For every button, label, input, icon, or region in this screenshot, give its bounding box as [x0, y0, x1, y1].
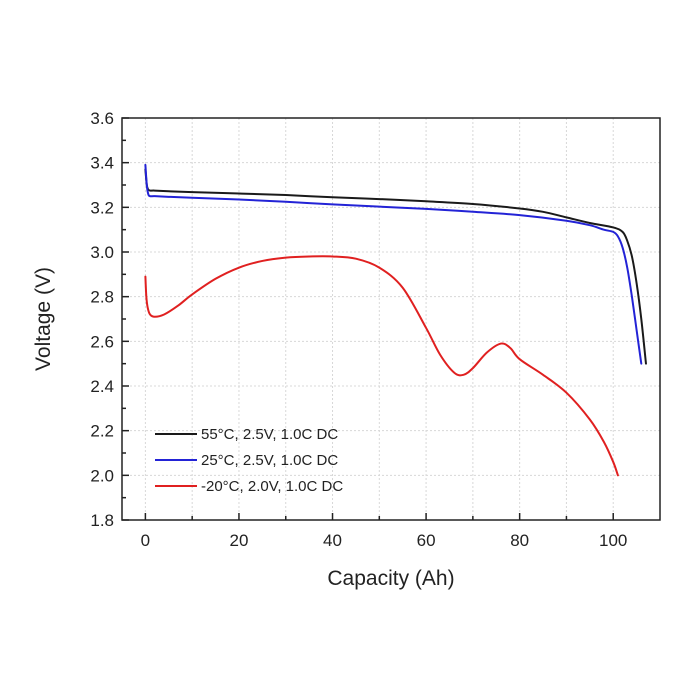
y-tick-label: 1.8 — [90, 511, 114, 530]
x-tick-label: 100 — [599, 531, 627, 550]
series-line-2 — [144, 163, 643, 365]
series-line-1 — [144, 168, 647, 365]
series-line-3 — [144, 255, 619, 477]
y-tick-label: 2.6 — [90, 332, 114, 351]
series-layer — [144, 163, 647, 477]
x-tick-label: 0 — [141, 531, 150, 550]
y-axis-title: Voltage (V) — [32, 267, 55, 371]
x-tick-label: 80 — [510, 531, 529, 550]
legend-entry: 25°C, 2.5V, 1.0C DC — [201, 452, 338, 469]
legend-entry: 55°C, 2.5V, 1.0C DC — [201, 426, 338, 443]
y-tick-label: 3.0 — [90, 243, 114, 262]
y-tick-label: 3.2 — [90, 198, 114, 217]
y-tick-label: 2.0 — [90, 466, 114, 485]
tick-layer — [122, 117, 614, 521]
y-tick-label: 3.6 — [90, 109, 114, 128]
y-tick-label: 2.2 — [90, 422, 114, 441]
y-tick-labels: 1.8 2.0 2.2 2.4 2.6 2.8 3.0 3.2 3.4 3.6 — [90, 109, 114, 530]
x-tick-labels: 0 20 40 60 80 100 — [141, 531, 628, 550]
x-tick-label: 60 — [417, 531, 436, 550]
y-tick-label: 2.4 — [90, 377, 114, 396]
y-tick-label: 3.4 — [90, 154, 114, 173]
legend-entry: -20°C, 2.0V, 1.0C DC — [201, 478, 343, 495]
legend: 55°C, 2.5V, 1.0C DC 25°C, 2.5V, 1.0C DC -2… — [155, 426, 343, 495]
x-tick-label: 20 — [229, 531, 248, 550]
x-axis-title: Capacity (Ah) — [327, 567, 454, 590]
x-tick-label: 40 — [323, 531, 342, 550]
y-tick-label: 2.8 — [90, 288, 114, 307]
